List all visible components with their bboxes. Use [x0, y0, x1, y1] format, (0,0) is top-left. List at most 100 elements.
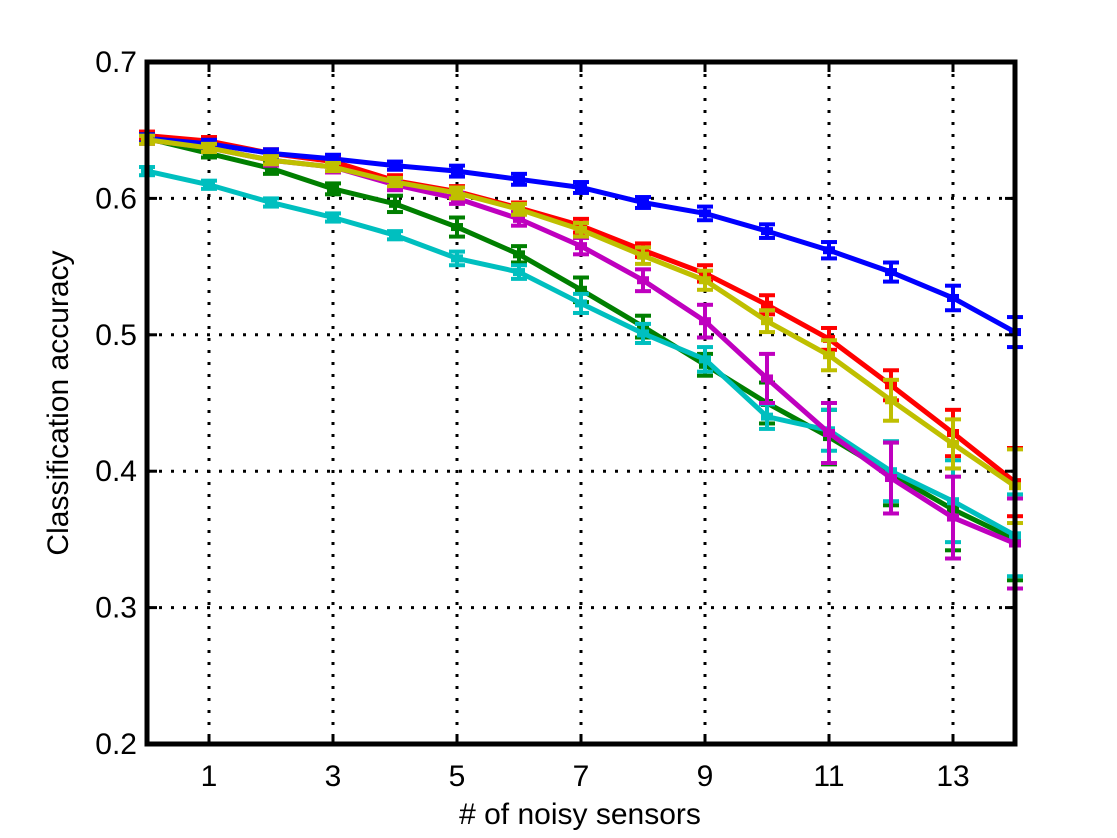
y-axis-title: Classification accuracy [42, 250, 75, 555]
data-point [389, 231, 401, 240]
y-axis-ticks: 0.2 0.3 0.4 0.5 0.6 0.7 [95, 46, 1015, 761]
y-tick-label: 0.4 [95, 455, 137, 488]
y-tick-label: 0.6 [95, 182, 137, 215]
data-point [699, 276, 711, 285]
x-tick-label: 9 [697, 760, 714, 793]
data-point [885, 474, 897, 483]
error-bar [263, 196, 279, 209]
data-point [885, 396, 897, 405]
error-bar [201, 141, 217, 155]
x-tick-label: 5 [449, 760, 466, 793]
error-bar [387, 159, 403, 172]
data-point [451, 254, 463, 263]
error-bar [635, 245, 651, 266]
data-point [637, 329, 649, 338]
error-bar [449, 215, 465, 239]
data-point [761, 317, 773, 326]
data-point [761, 300, 773, 309]
error-bar [635, 195, 651, 210]
error-bar [387, 229, 403, 242]
error-bar [449, 249, 465, 268]
y-tick-label: 0.3 [95, 592, 137, 625]
data-point [327, 184, 339, 193]
error-bar [635, 267, 651, 294]
data-point [513, 205, 525, 214]
data-point [451, 167, 463, 176]
error-bar [821, 338, 837, 373]
error-bar [511, 244, 527, 265]
y-tick-label: 0.5 [95, 319, 137, 352]
grid [147, 62, 1015, 744]
data-point [575, 299, 587, 308]
data-point [637, 251, 649, 260]
data-point [575, 242, 587, 251]
data-point [637, 198, 649, 207]
data-point [265, 156, 277, 165]
data-point [575, 225, 587, 234]
x-axis-ticks: 1 3 5 7 9 11 13 [201, 62, 970, 793]
x-tick-label: 7 [573, 760, 590, 793]
error-bar [883, 440, 899, 516]
error-bar [821, 240, 837, 261]
error-bar [635, 321, 651, 345]
error-bar [573, 180, 589, 195]
error-bar [883, 377, 899, 423]
data-point [699, 317, 711, 326]
error-bar [511, 263, 527, 281]
data-point [389, 199, 401, 208]
data-point [327, 213, 339, 222]
data-point [575, 285, 587, 294]
data-point [203, 143, 215, 152]
y-tick-label: 0.7 [95, 46, 137, 79]
error-bar [697, 204, 713, 223]
error-bar [945, 474, 961, 561]
error-bar [697, 345, 713, 374]
data-point [761, 412, 773, 421]
data-point [513, 268, 525, 277]
error-bar [201, 178, 217, 191]
series-group [139, 129, 1023, 591]
data-point [513, 214, 525, 223]
x-tick-label: 13 [936, 760, 969, 793]
x-tick-label: 11 [813, 760, 844, 793]
data-point [699, 209, 711, 218]
data-point [389, 161, 401, 170]
error-bar [821, 401, 837, 466]
data-point [823, 246, 835, 255]
error-bar [325, 181, 341, 197]
data-point [513, 250, 525, 259]
data-point [265, 149, 277, 158]
data-point [451, 223, 463, 232]
error-bar [325, 211, 341, 224]
error-bar [759, 222, 775, 240]
error-bar [945, 283, 961, 313]
data-point [203, 180, 215, 189]
error-bar [759, 351, 775, 405]
data-point [265, 198, 277, 207]
error-bar [883, 260, 899, 284]
data-point [451, 188, 463, 197]
data-point [575, 183, 587, 192]
error-bar [511, 201, 527, 217]
error-bar [573, 220, 589, 239]
y-tick-label: 0.2 [95, 728, 137, 761]
error-bar [263, 154, 279, 167]
data-point [947, 293, 959, 302]
error-bar [759, 308, 775, 335]
error-bar [387, 193, 403, 215]
error-bar [449, 163, 465, 179]
data-point [265, 164, 277, 173]
error-bar [945, 417, 961, 471]
error-bar [697, 268, 713, 292]
error-bar [387, 175, 403, 189]
x-axis-title: # of noisy sensors [459, 798, 701, 831]
data-point [885, 268, 897, 277]
data-point [513, 175, 525, 184]
data-point [389, 178, 401, 187]
data-point [699, 355, 711, 364]
data-point [637, 276, 649, 285]
error-bar [449, 185, 465, 201]
x-tick-label: 3 [325, 760, 342, 793]
data-point [947, 513, 959, 522]
